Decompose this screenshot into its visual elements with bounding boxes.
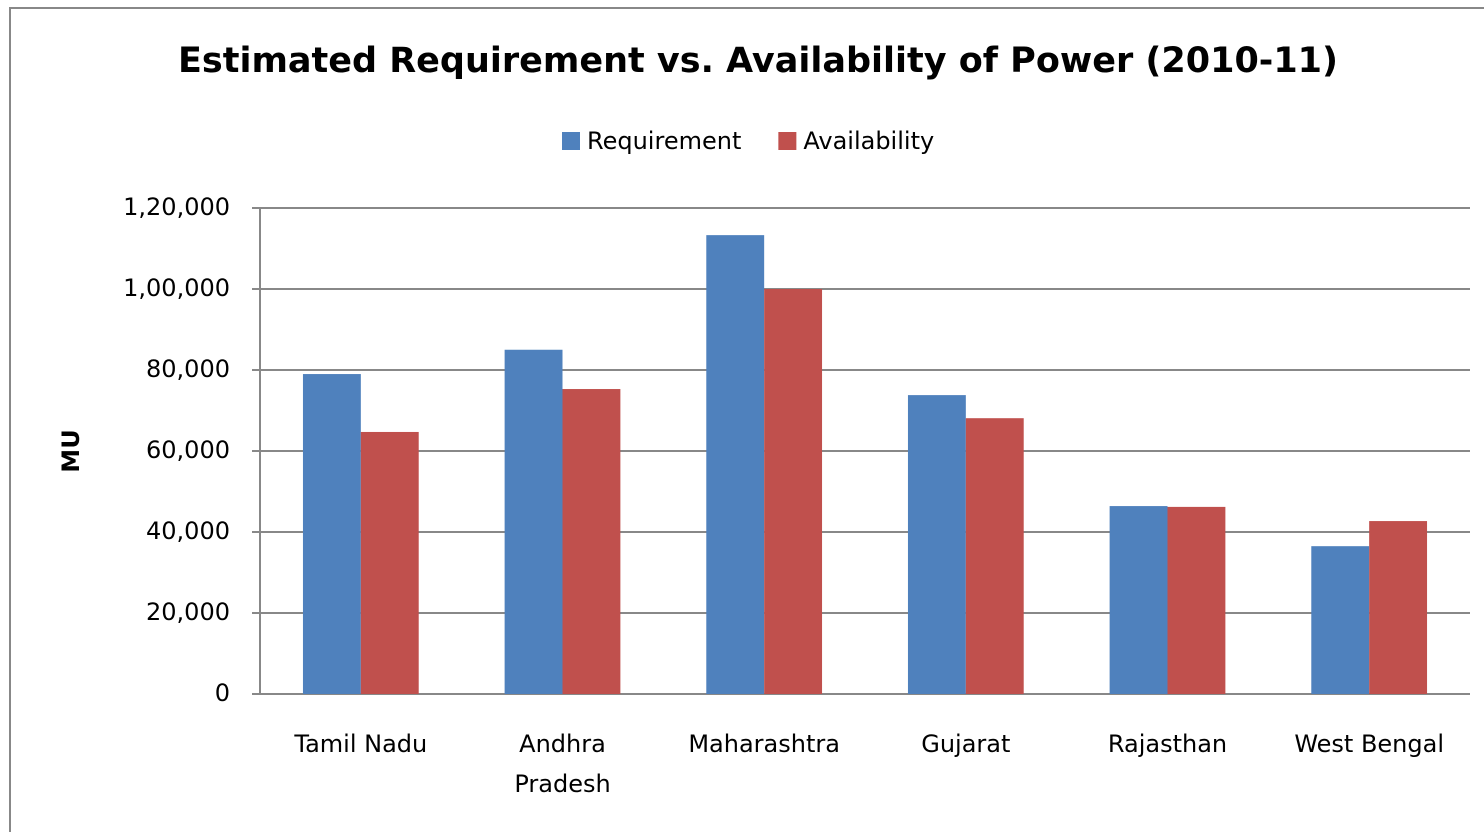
legend-label: Availability (803, 127, 934, 155)
x-tick-label: Andhra Pradesh (514, 730, 611, 798)
x-tick-label: West Bengal (1294, 730, 1444, 758)
x-tick-label: Tamil Nadu (294, 730, 428, 758)
bar (562, 389, 621, 694)
y-axis-label: MU (57, 429, 85, 472)
bar (1167, 506, 1226, 694)
chart-title: Estimated Requirement vs. Availability o… (178, 41, 1338, 81)
bar (360, 431, 419, 694)
x-tick-label: Gujarat (921, 730, 1011, 758)
bar (1109, 506, 1168, 694)
legend-label: Requirement (587, 127, 741, 155)
bar (1311, 546, 1370, 694)
x-tick-label: Rajasthan (1107, 730, 1228, 758)
legend-swatch (778, 132, 797, 150)
bar (504, 349, 563, 694)
bar (1369, 521, 1428, 694)
x-tick-label: Maharashtra (688, 730, 840, 758)
y-tick-label: 1,00,000 (123, 274, 230, 302)
legend-swatch (562, 132, 580, 150)
y-tick-label: 1,20,000 (123, 193, 230, 221)
bar (302, 374, 361, 694)
y-tick-label: 0 (215, 679, 230, 707)
bar (907, 395, 966, 694)
y-tick-label: 60,000 (146, 436, 230, 464)
y-tick-label: 80,000 (146, 355, 230, 383)
y-tick-label: 40,000 (146, 517, 230, 545)
bar (706, 235, 765, 694)
bar (965, 418, 1024, 694)
y-tick-label: 20,000 (146, 598, 230, 626)
bar (764, 289, 823, 694)
